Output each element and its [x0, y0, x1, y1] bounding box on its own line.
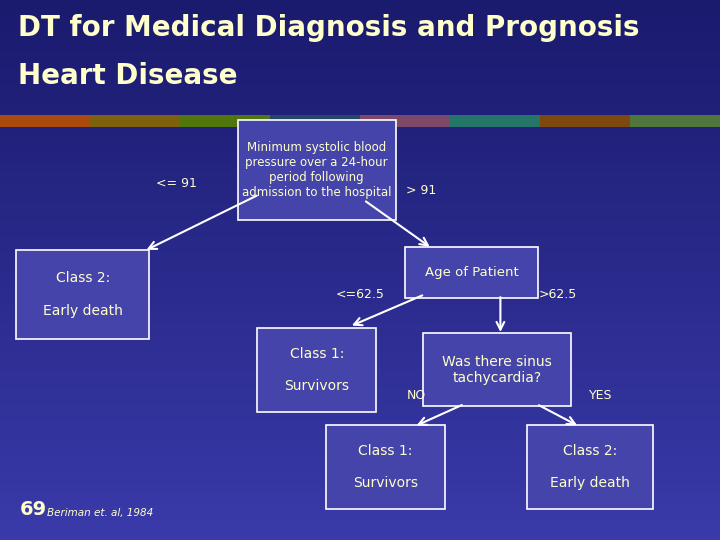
- Text: Class 2:

Early death: Class 2: Early death: [551, 444, 630, 490]
- Text: Age of Patient: Age of Patient: [425, 266, 518, 279]
- Text: Class 1:

Survivors: Class 1: Survivors: [284, 347, 349, 393]
- FancyBboxPatch shape: [527, 426, 654, 509]
- FancyBboxPatch shape: [405, 247, 539, 298]
- FancyBboxPatch shape: [423, 333, 571, 406]
- Bar: [630, 115, 720, 127]
- Bar: [540, 115, 630, 127]
- Bar: [360, 115, 450, 127]
- Text: <=62.5: <=62.5: [336, 288, 384, 301]
- FancyBboxPatch shape: [238, 120, 396, 220]
- Text: >62.5: >62.5: [539, 288, 577, 301]
- FancyBboxPatch shape: [17, 249, 150, 339]
- Text: Class 2:

Early death: Class 2: Early death: [43, 271, 122, 318]
- Text: NO: NO: [407, 389, 426, 402]
- Bar: [0, 115, 90, 127]
- Text: YES: YES: [590, 389, 613, 402]
- Bar: [180, 115, 270, 127]
- Text: Minimum systolic blood
pressure over a 24-hour
period following
admission to the: Minimum systolic blood pressure over a 2…: [242, 141, 392, 199]
- Text: Class 1:

Survivors: Class 1: Survivors: [353, 444, 418, 490]
- Text: Beriman et. al, 1984: Beriman et. al, 1984: [47, 508, 153, 518]
- Text: <= 91: <= 91: [156, 177, 197, 190]
- Text: Heart Disease: Heart Disease: [18, 62, 238, 90]
- Text: 69: 69: [20, 501, 48, 519]
- Text: DT for Medical Diagnosis and Prognosis: DT for Medical Diagnosis and Prognosis: [18, 14, 639, 42]
- Bar: [450, 115, 540, 127]
- Bar: [270, 115, 360, 127]
- FancyBboxPatch shape: [325, 426, 445, 509]
- Text: Was there sinus
tachycardia?: Was there sinus tachycardia?: [442, 355, 552, 385]
- Bar: [0, 115, 720, 127]
- Text: > 91: > 91: [406, 184, 436, 197]
- Bar: [90, 115, 180, 127]
- FancyBboxPatch shape: [258, 328, 376, 411]
